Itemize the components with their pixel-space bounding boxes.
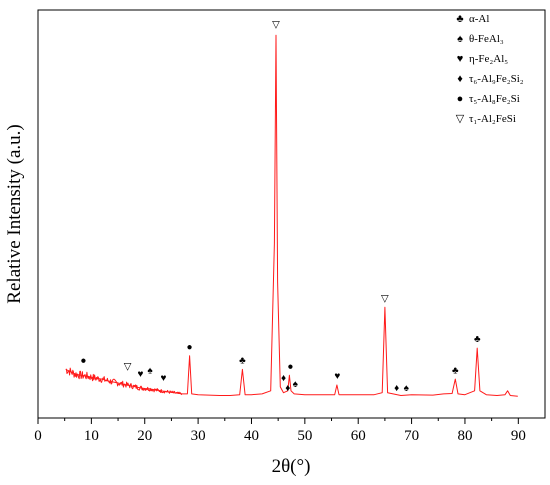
peak-marker: ♦ [285,383,290,394]
x-tick-label: 90 [511,428,526,444]
legend-symbol: ♣ [456,13,463,25]
legend-label: θ-FeAl₃ [469,33,504,45]
x-tick-label: 70 [404,428,419,444]
y-axis-title: Relative Intensity (a.u.) [4,124,25,303]
x-axis-title: 2θ(°) [272,456,311,477]
legend-label: η-Fe₂Al₅ [469,53,508,65]
x-tick-label: 20 [137,428,152,444]
phase-legend: ♣ α-Al ♠ θ-FeAl₃ ♥ η-Fe₂Al₅ ♦ τ₆-Al₉Fe₂Si₂ ● τ₅-A… [456,13,524,125]
peak-marker: ♥ [334,371,340,382]
legend-symbol: ▽ [456,113,465,125]
legend-symbol: ● [457,93,464,105]
peak-marker: ♠ [147,365,153,376]
peak-marker: ♠ [404,383,410,394]
peak-marker: ♣ [239,356,246,367]
peak-marker: ● [80,356,86,367]
legend-label: τ₅-Al₈Fe₂Si [469,93,520,105]
peak-marker: ♥ [137,369,143,380]
peak-marker: ♣ [452,365,459,376]
x-tick-label: 80 [457,428,472,444]
peak-marker: ♥ [160,373,166,384]
peak-marker: ▽ [381,293,389,304]
legend-label: τ₁-Al₂FeSi [469,113,516,125]
x-axis-ticks: 0 10 20 30 40 50 60 70 80 90 [34,418,526,444]
peak-marker: ● [287,361,293,372]
peak-marker: ♦ [281,373,286,384]
peak-marker: ♠ [293,379,299,390]
x-tick-label: 0 [34,428,42,444]
peak-marker: ♣ [474,334,481,345]
x-tick-label: 50 [297,428,312,444]
peak-marker: ♦ [394,383,399,394]
xrd-pattern-line [65,34,518,397]
low-angle-noise [65,367,183,396]
legend-label: α-Al [469,13,489,25]
peak-marker: ▽ [124,361,132,372]
x-tick-label: 30 [191,428,206,444]
x-tick-label: 40 [244,428,259,444]
legend-symbol: ♦ [457,73,463,85]
legend-label: τ₆-Al₉Fe₂Si₂ [469,73,524,85]
peak-marker: ● [187,342,193,353]
plot-frame [37,9,546,419]
peak-marker: ▽ [272,19,280,30]
x-tick-label: 10 [84,428,99,444]
peak-markers: ●▽♥ ♠♥●♣▽♦♦●♠♥▽♦ ♠♣♣ [80,19,481,393]
x-tick-label: 60 [351,428,366,444]
legend-symbol: ♥ [457,53,464,65]
legend-symbol: ♠ [457,33,463,45]
